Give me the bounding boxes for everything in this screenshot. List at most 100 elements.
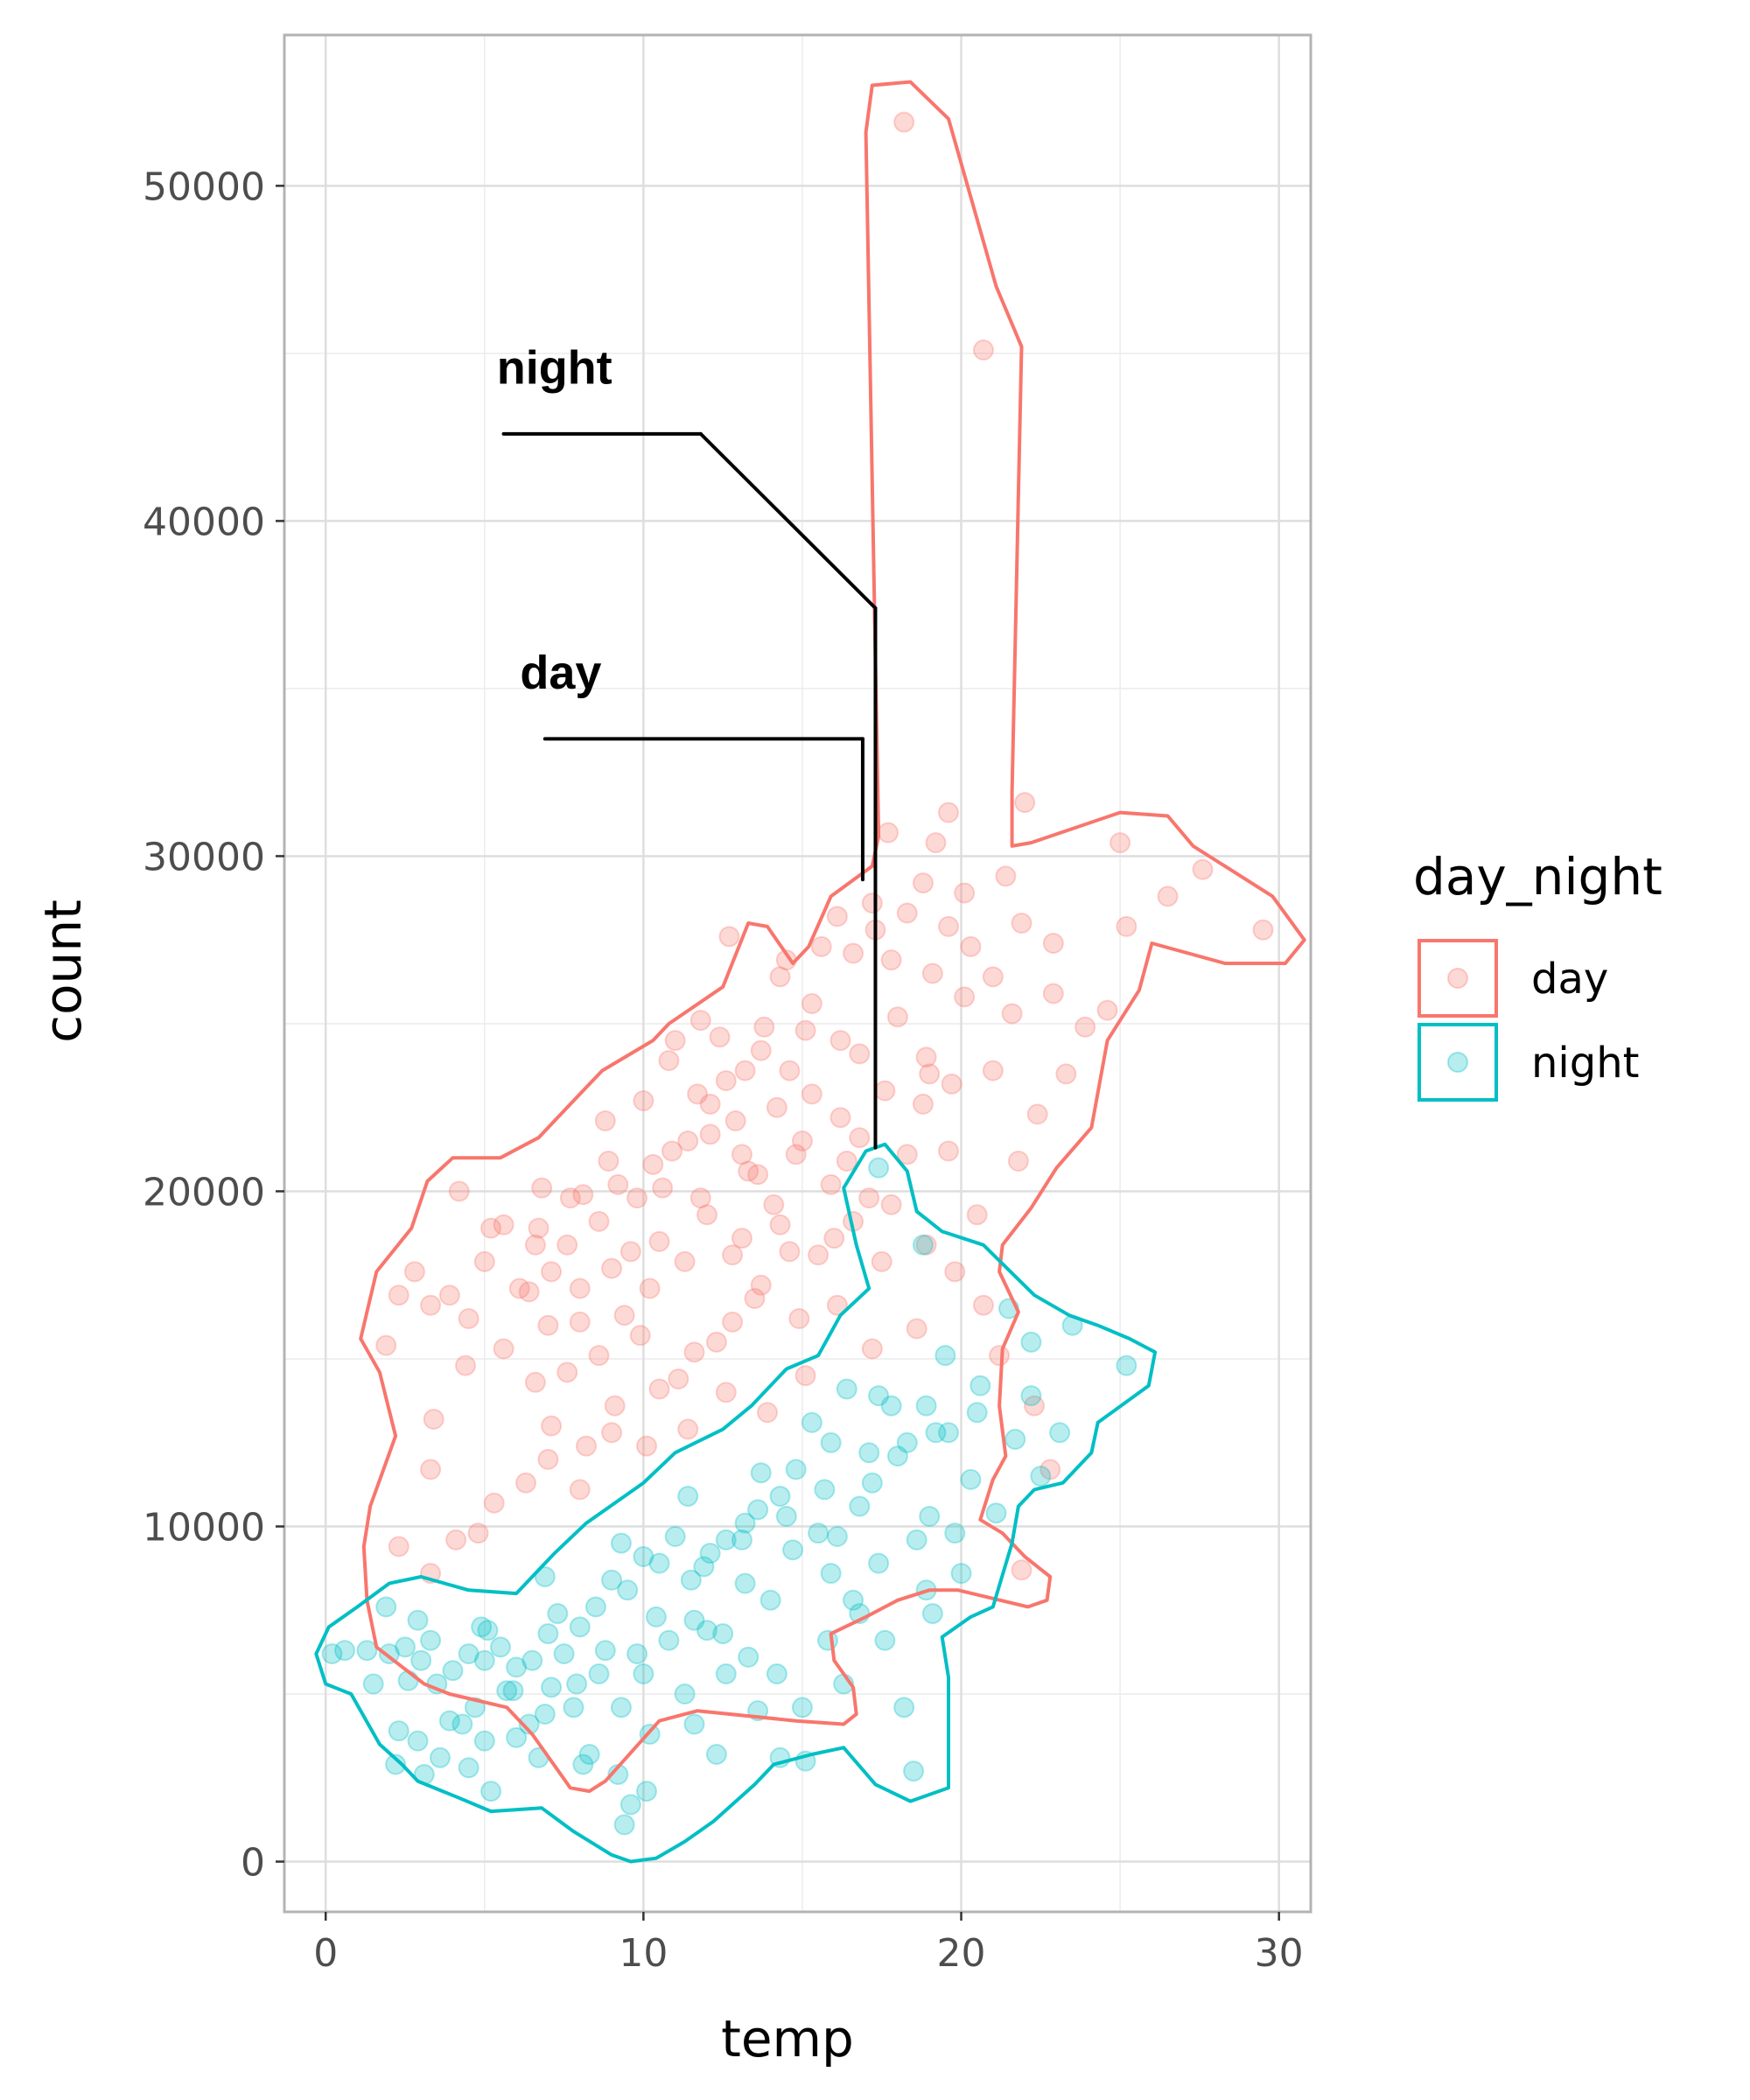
night-point xyxy=(960,1468,982,1490)
night-point xyxy=(677,1486,699,1508)
day-point xyxy=(388,1284,410,1306)
night-point xyxy=(747,1499,769,1521)
night-point xyxy=(458,1757,480,1779)
day-point xyxy=(658,1050,680,1072)
night-point xyxy=(791,1697,813,1718)
night-point xyxy=(502,1680,524,1702)
day-point xyxy=(954,882,976,904)
night-point xyxy=(420,1629,442,1651)
day-point xyxy=(915,1234,937,1256)
night-point xyxy=(896,1432,918,1453)
day-point xyxy=(912,872,934,894)
day-point xyxy=(696,1204,718,1226)
legend-label-night: night xyxy=(1531,1039,1639,1088)
night-point xyxy=(534,1704,556,1726)
legend-key-day xyxy=(1418,939,1498,1018)
day-point xyxy=(794,1019,816,1041)
day-point xyxy=(747,1164,769,1186)
day-point xyxy=(919,1063,941,1085)
day-point xyxy=(966,1204,988,1226)
night-point xyxy=(395,1636,416,1658)
day-point xyxy=(1074,1016,1096,1038)
day-point xyxy=(601,1257,623,1279)
night-point xyxy=(645,1606,667,1628)
day-point xyxy=(1024,1395,1046,1417)
day-point xyxy=(785,1144,807,1166)
day-point xyxy=(420,1294,442,1316)
night-point xyxy=(769,1486,791,1508)
night-point xyxy=(375,1596,397,1618)
day-point xyxy=(508,1278,530,1299)
night-point xyxy=(886,1446,908,1467)
night-point xyxy=(617,1579,639,1601)
night-point xyxy=(874,1629,896,1651)
day-point xyxy=(1042,983,1064,1004)
day-point xyxy=(1055,1063,1077,1085)
day-point xyxy=(556,1234,578,1256)
day-point xyxy=(731,1228,752,1250)
night-point xyxy=(868,1552,890,1574)
day-point xyxy=(1011,913,1032,934)
day-point xyxy=(524,1234,546,1256)
night-point xyxy=(801,1411,822,1433)
night-point xyxy=(683,1713,705,1735)
day-point xyxy=(938,802,959,823)
night-point xyxy=(362,1673,384,1695)
night-point xyxy=(429,1746,451,1768)
night-point xyxy=(915,1395,937,1417)
night-point xyxy=(334,1640,355,1662)
night-point xyxy=(808,1522,830,1544)
day-point xyxy=(801,1083,822,1105)
day-point xyxy=(820,1173,842,1195)
night-point xyxy=(1116,1354,1138,1376)
day-point xyxy=(445,1529,467,1550)
night-point xyxy=(473,1649,495,1671)
night-point xyxy=(480,1781,502,1802)
day-point xyxy=(830,1030,851,1052)
day-point xyxy=(1110,832,1131,854)
night-point xyxy=(970,1375,991,1396)
night-point xyxy=(750,1462,772,1484)
night-point xyxy=(858,1442,880,1464)
night-point xyxy=(496,1680,518,1702)
night-point xyxy=(407,1730,429,1752)
night-point xyxy=(633,1663,654,1685)
day-point xyxy=(556,1362,578,1383)
night-point xyxy=(966,1402,988,1424)
night-point xyxy=(610,1697,632,1718)
day-point xyxy=(576,1435,597,1457)
night-point xyxy=(950,1563,972,1585)
night-annotation-label: night xyxy=(497,341,612,394)
night-point xyxy=(921,1603,943,1625)
night-point xyxy=(820,1432,842,1453)
day-hull-outline xyxy=(359,80,1306,1794)
night-point xyxy=(626,1643,648,1665)
day-point xyxy=(559,1187,581,1209)
night-point xyxy=(438,1710,460,1732)
night-point xyxy=(471,1616,493,1638)
day-point xyxy=(642,1153,664,1175)
day-point xyxy=(633,1090,654,1112)
night-point xyxy=(566,1673,588,1695)
day-point xyxy=(569,1278,591,1299)
day-point xyxy=(531,1177,553,1199)
day-point xyxy=(843,942,864,964)
day-point xyxy=(493,1214,514,1236)
night-point xyxy=(633,1545,654,1567)
y-tick-label: 10000 xyxy=(143,1506,265,1550)
night-point xyxy=(868,1157,890,1179)
day-point xyxy=(594,1110,616,1132)
night-point xyxy=(569,1616,591,1638)
day-point xyxy=(1001,1003,1023,1025)
x-tick-label: 30 xyxy=(1255,1931,1304,1976)
night-point xyxy=(541,1676,563,1698)
day-point xyxy=(915,1046,937,1068)
day-point xyxy=(588,1210,610,1232)
day-point xyxy=(541,1261,563,1283)
night-point xyxy=(1030,1466,1052,1488)
day-point xyxy=(607,1173,629,1195)
day-point xyxy=(722,1311,744,1333)
day-point xyxy=(662,1140,683,1162)
night-point xyxy=(680,1569,702,1591)
day-point xyxy=(1042,933,1064,955)
